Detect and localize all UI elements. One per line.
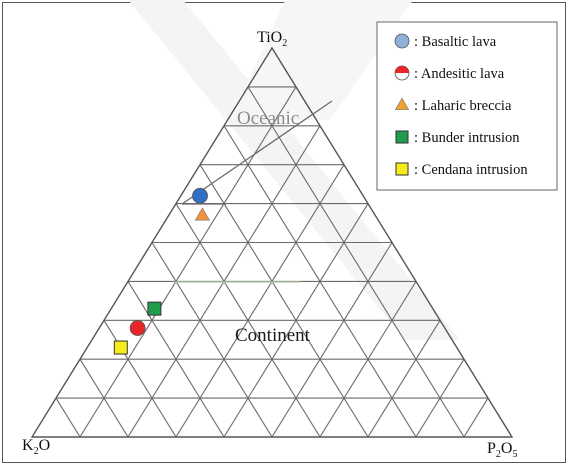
watermark-band bbox=[128, 0, 460, 340]
region-label-continent: Continent bbox=[235, 325, 311, 346]
watermark-band-2 bbox=[230, 0, 414, 120]
legend-label-andesitic-lava: : Andesitic lava bbox=[414, 66, 505, 82]
grid-line-right bbox=[463, 397, 489, 438]
grid-line-left bbox=[223, 125, 417, 438]
ternary-outline bbox=[30, 46, 514, 438]
grid-line-left bbox=[199, 164, 369, 438]
grid-line-right bbox=[175, 164, 345, 438]
boundary-line-oceanic bbox=[181, 100, 333, 205]
legend-label-bunder-intrusion: : Bunder intrusion bbox=[414, 130, 520, 146]
legend-marker-cendana-intrusion bbox=[395, 162, 409, 176]
grid-line-left bbox=[103, 320, 177, 438]
grid-line-left bbox=[247, 86, 465, 438]
grid-line-right bbox=[79, 86, 297, 438]
legend-marker-basaltic-lava bbox=[394, 33, 410, 49]
point-laharic-breccia bbox=[194, 207, 211, 221]
grid-line-left bbox=[151, 242, 273, 438]
legend-marker-bunder-intrusion bbox=[395, 130, 409, 144]
point-bunder-intrusion bbox=[147, 301, 162, 316]
legend: : Basaltic lava : Andesitic lava : Laharic… bbox=[376, 21, 558, 191]
grid-line-right bbox=[271, 242, 393, 438]
grid-line-left bbox=[55, 397, 81, 438]
point-cendana-intrusion bbox=[113, 340, 128, 355]
point-andesitic-lava bbox=[129, 320, 146, 336]
vertex-label-top: TiO2 bbox=[257, 29, 287, 49]
legend-label-laharic-breccia: : Laharic breccia bbox=[414, 98, 512, 114]
legend-label-cendana-intrusion: : Cendana intrusion bbox=[414, 162, 528, 178]
vertex-label-bottom-right: P2O5 bbox=[487, 440, 517, 460]
legend-marker-fill-andesitic-lava bbox=[395, 66, 409, 73]
grid-line-right bbox=[367, 320, 441, 438]
ternary-grid bbox=[55, 86, 489, 438]
region-label-oceanic: Oceanic bbox=[237, 108, 299, 129]
legend-label-basaltic-lava: : Basaltic lava bbox=[414, 34, 497, 50]
legend-box bbox=[376, 21, 558, 191]
vertex-label-bottom-left: K2O bbox=[22, 437, 50, 457]
data-points bbox=[113, 187, 211, 355]
legend-marker-laharic-breccia bbox=[394, 97, 410, 110]
point-basaltic-lava bbox=[192, 187, 208, 204]
